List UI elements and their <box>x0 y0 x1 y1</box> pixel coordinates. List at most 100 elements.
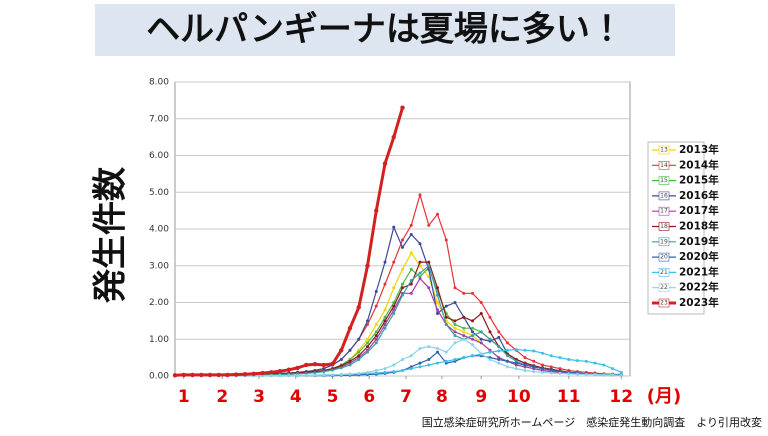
series-point <box>313 371 317 375</box>
series-point <box>366 337 369 341</box>
series-point <box>532 359 536 363</box>
legend-marker <box>658 176 670 185</box>
series-point <box>479 330 483 334</box>
series-point <box>401 238 404 242</box>
legend-code: 20 <box>660 254 668 261</box>
series-point <box>409 223 413 227</box>
series-point <box>374 341 378 345</box>
series-point <box>418 242 422 246</box>
series-point <box>436 301 439 304</box>
y-tick-label: 8.00 <box>149 78 169 88</box>
series-point <box>383 370 387 374</box>
series-point <box>401 293 404 297</box>
series-point <box>366 319 369 323</box>
series-point <box>462 356 466 360</box>
series-point <box>611 367 614 371</box>
series-point <box>444 359 448 363</box>
series-point <box>357 371 361 375</box>
series-point <box>479 301 483 304</box>
series-point <box>584 373 588 377</box>
y-tick-label: 5.00 <box>149 188 169 198</box>
series-point <box>488 357 492 361</box>
series-point <box>453 326 457 330</box>
series-point <box>462 330 466 334</box>
x-tick-label: 3 <box>253 387 265 407</box>
series-point <box>269 374 273 378</box>
series-point <box>286 367 291 372</box>
x-tick-label: 2 <box>216 387 228 407</box>
y-tick-label: 7.00 <box>149 114 169 124</box>
series-point <box>436 361 439 365</box>
legend-marker <box>658 283 670 293</box>
series-point <box>418 361 422 365</box>
series-point <box>602 363 606 367</box>
series-point <box>611 373 614 377</box>
legend-marker <box>658 252 670 262</box>
legend-code: 21 <box>660 269 668 276</box>
title: ヘルパンギーナは夏場に多い！ <box>146 10 624 50</box>
series-point <box>409 267 413 271</box>
series-point <box>383 367 387 371</box>
series-point <box>172 373 178 378</box>
series-point <box>558 371 562 375</box>
series-point <box>471 343 474 347</box>
series-point <box>225 372 230 378</box>
series-point <box>549 354 553 358</box>
series-point <box>558 367 562 371</box>
series-point <box>541 351 544 355</box>
series-point <box>296 374 299 378</box>
y-tick-label: 2.00 <box>149 298 169 308</box>
series-point <box>497 361 501 365</box>
series-point <box>322 373 326 377</box>
series-point <box>383 315 387 319</box>
series-point <box>462 334 466 338</box>
series-point <box>418 277 422 281</box>
series-point <box>444 304 448 308</box>
series-point <box>576 372 579 376</box>
series-point <box>593 373 597 377</box>
series-point <box>479 341 483 345</box>
series-point <box>471 330 474 334</box>
series-point <box>199 372 204 378</box>
legend-marker <box>658 206 670 216</box>
legend-label: 2020年 <box>679 250 719 263</box>
series-point <box>436 312 439 316</box>
y-tick-label: 4.00 <box>149 225 169 235</box>
series-point <box>277 369 283 374</box>
legend-marker <box>658 237 670 247</box>
series-point <box>453 301 457 304</box>
series-point <box>260 370 265 376</box>
series-point <box>532 365 536 369</box>
series-point <box>366 341 369 345</box>
legend-marker <box>658 222 670 231</box>
title-banner <box>95 4 675 56</box>
series-point <box>181 372 186 378</box>
x-tick-label: 11 <box>557 387 581 407</box>
series-point <box>348 348 352 352</box>
series-point <box>339 357 343 361</box>
series-point <box>488 337 492 341</box>
series-point <box>418 365 422 369</box>
series-point <box>401 245 404 249</box>
series-point <box>462 291 466 295</box>
series-point <box>357 350 361 354</box>
legend-code: 22 <box>660 284 668 291</box>
source-note: 国立感染症研究所ホームページ 感染症発生動向調査 より引用改変 <box>422 415 762 429</box>
legend-label: 2017年 <box>679 204 719 217</box>
legend-marker <box>658 298 670 308</box>
series-point <box>382 161 388 166</box>
series-point <box>436 293 439 297</box>
series-point <box>322 370 326 374</box>
series-point <box>383 319 387 323</box>
series-point <box>497 330 501 334</box>
series-point <box>207 372 213 378</box>
series-point <box>348 372 352 376</box>
legend-code: 17 <box>660 208 668 215</box>
series-point <box>444 350 448 354</box>
series-point <box>401 267 404 271</box>
series-point <box>392 312 396 316</box>
legend-code: 15 <box>660 177 668 184</box>
series-point <box>523 356 527 360</box>
